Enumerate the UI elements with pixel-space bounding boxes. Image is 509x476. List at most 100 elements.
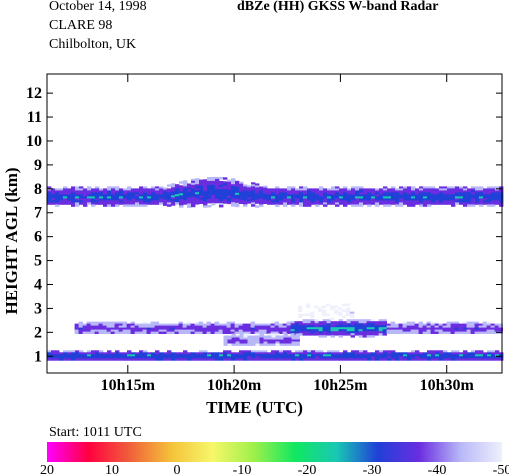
echo-cell xyxy=(227,191,232,195)
echo-cell xyxy=(311,194,316,197)
echo-cell xyxy=(378,321,383,324)
echo-cell xyxy=(191,188,196,192)
echo-cell xyxy=(143,354,148,357)
echo-cell xyxy=(319,358,324,361)
echo-cell xyxy=(383,356,388,359)
echo-cell xyxy=(411,198,416,201)
echo-cell xyxy=(474,323,479,326)
echo-cell xyxy=(227,187,232,191)
echo-cell xyxy=(311,352,316,355)
echo-cell xyxy=(95,194,100,197)
echo-cell xyxy=(159,188,164,191)
echo-cell xyxy=(155,356,160,359)
echo-cell xyxy=(322,329,327,332)
echo-cell xyxy=(339,202,344,205)
echo-cell xyxy=(387,196,392,199)
echo-cell xyxy=(375,190,380,193)
echo-cell xyxy=(378,325,383,328)
echo-cell xyxy=(337,313,343,316)
echo-cell xyxy=(291,202,296,205)
echo-cell xyxy=(359,196,364,199)
echo-cell xyxy=(399,352,404,355)
echo-cell xyxy=(114,329,119,332)
echo-cell xyxy=(119,194,124,197)
echo-cell xyxy=(87,358,92,361)
echo-cell xyxy=(247,352,252,355)
echo-cell xyxy=(499,356,504,359)
echo-cell xyxy=(299,204,304,207)
echo-cell xyxy=(455,188,460,191)
echo-cell xyxy=(243,358,248,361)
echo-cell xyxy=(191,178,196,182)
echo-cell xyxy=(215,188,220,192)
echo-cell xyxy=(146,327,151,330)
echo-cell xyxy=(247,341,252,344)
echo-cell xyxy=(155,358,160,361)
echo-cell xyxy=(90,329,95,332)
echo-cell xyxy=(391,196,396,199)
echo-cell xyxy=(467,200,472,203)
echo-cell xyxy=(102,325,107,328)
echo-cell xyxy=(454,327,459,330)
echo-cell xyxy=(67,196,72,199)
echo-cell xyxy=(359,190,364,193)
echo-cell xyxy=(479,358,484,361)
echo-cell xyxy=(375,204,380,207)
reflectivity-field xyxy=(47,176,504,361)
echo-cell xyxy=(219,352,224,355)
echo-cell xyxy=(107,350,112,353)
echo-cell xyxy=(83,356,88,359)
echo-cell xyxy=(115,358,120,361)
echo-cell xyxy=(467,202,472,205)
echo-cell xyxy=(475,358,480,361)
echo-cell xyxy=(314,325,319,328)
echo-cell xyxy=(247,197,252,200)
echo-cell xyxy=(491,352,496,355)
echo-cell xyxy=(322,333,327,336)
echo-cell xyxy=(447,202,452,205)
echo-cell xyxy=(378,327,383,330)
echo-cell xyxy=(102,323,107,326)
echo-cell xyxy=(375,194,380,197)
echo-cell xyxy=(355,190,360,193)
echo-cell xyxy=(427,200,432,203)
echo-cell xyxy=(227,358,232,361)
echo-cell xyxy=(382,331,387,334)
echo-cell xyxy=(451,198,456,201)
echo-cell xyxy=(367,196,372,199)
echo-cell xyxy=(307,200,312,203)
echo-cell xyxy=(267,352,272,355)
echo-cell xyxy=(335,350,340,353)
echo-cell xyxy=(279,188,284,191)
echo-cell xyxy=(222,323,227,326)
echo-cell xyxy=(291,200,296,203)
echo-cell xyxy=(78,327,83,330)
echo-cell xyxy=(254,323,259,326)
echo-cell xyxy=(467,352,472,355)
echo-cell xyxy=(255,189,260,192)
echo-cell xyxy=(107,200,112,203)
echo-cell xyxy=(459,358,464,361)
echo-cell xyxy=(99,202,104,205)
echo-cell xyxy=(243,352,248,355)
echo-cell xyxy=(335,204,340,207)
echo-cell xyxy=(319,352,324,355)
echo-cell xyxy=(282,329,287,332)
echo-cell xyxy=(111,188,116,191)
echo-cell xyxy=(390,321,395,324)
echo-cell xyxy=(346,321,351,324)
echo-cell xyxy=(335,198,340,201)
echo-cell xyxy=(231,341,236,344)
echo-cell xyxy=(355,358,360,361)
echo-cell xyxy=(295,202,300,205)
echo-cell xyxy=(223,197,228,200)
echo-cell xyxy=(154,327,159,330)
echo-cell xyxy=(163,195,168,198)
echo-cell xyxy=(191,204,196,208)
echo-cell xyxy=(391,198,396,201)
echo-cell xyxy=(370,327,375,330)
echo-cell xyxy=(286,329,291,332)
echo-cell xyxy=(126,325,131,328)
echo-cell xyxy=(323,358,328,361)
colorbar-label: 20 xyxy=(40,463,54,476)
